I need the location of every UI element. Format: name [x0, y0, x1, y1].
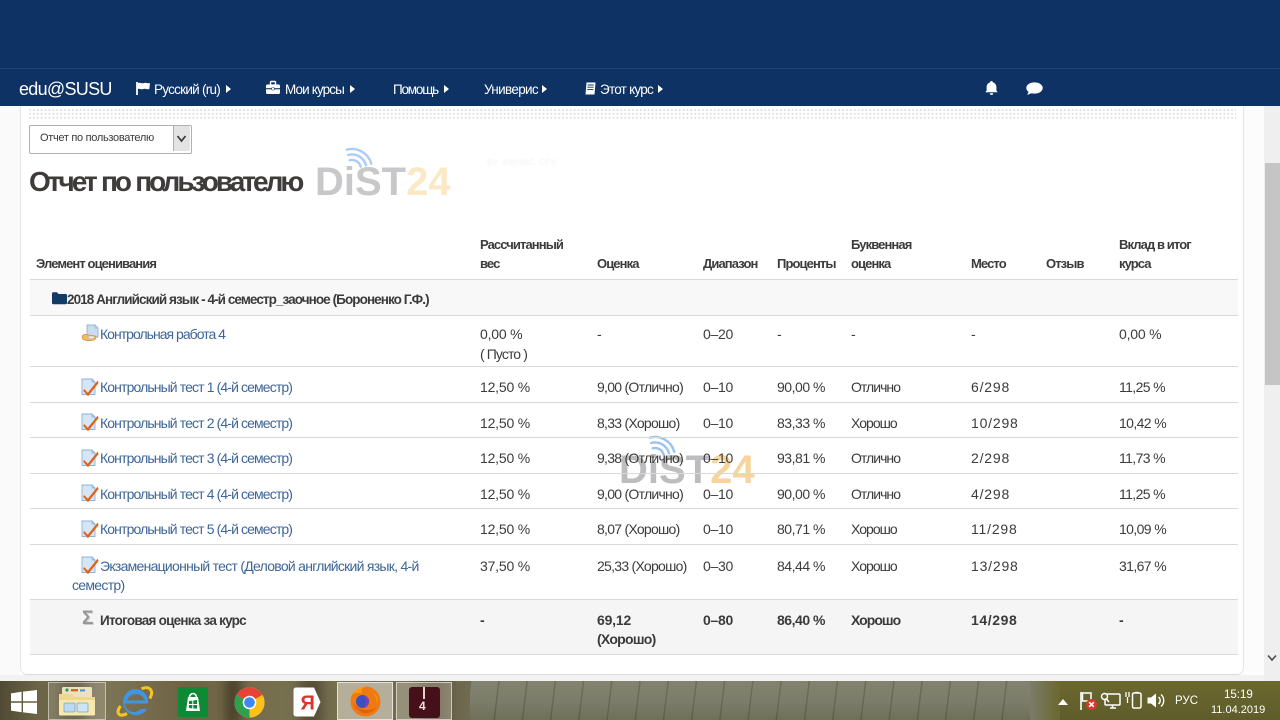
- svg-text:Я: Я: [301, 693, 315, 715]
